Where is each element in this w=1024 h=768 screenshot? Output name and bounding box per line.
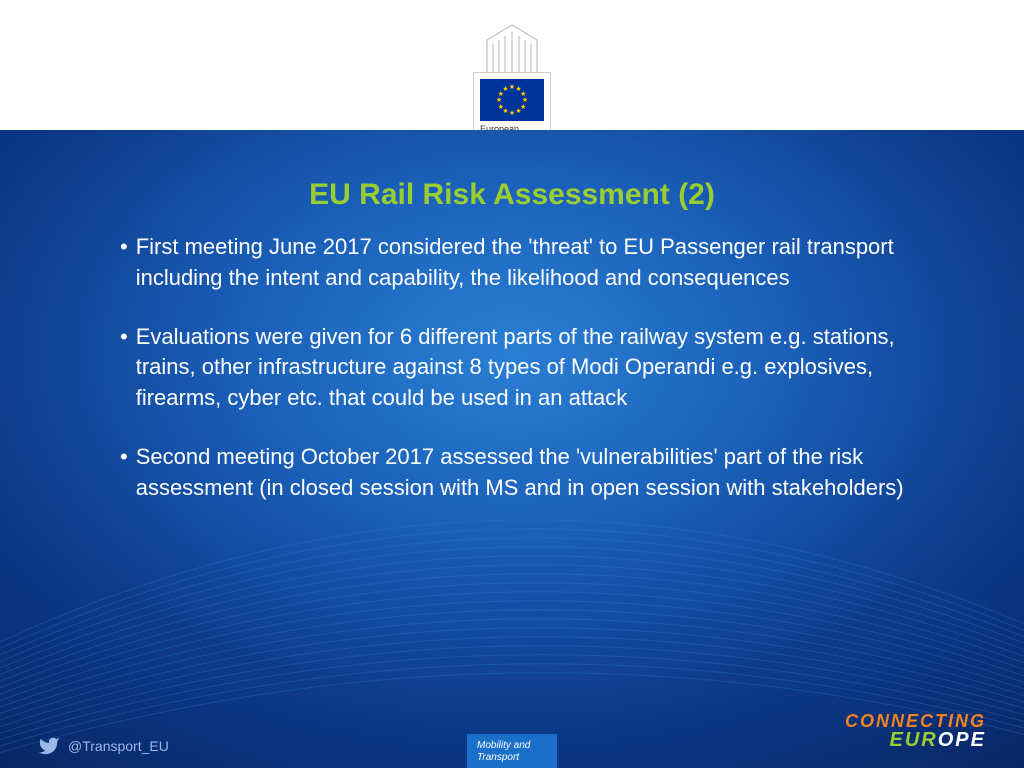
slide-body: EU Rail Risk Assessment (2) • First meet… (0, 130, 1024, 768)
bullet-item: • First meeting June 2017 considered the… (120, 232, 914, 294)
bullet-text: First meeting June 2017 considered the '… (136, 232, 914, 294)
twitter-handle: @Transport_EU (38, 735, 169, 757)
europe-word: EUROPE (845, 730, 986, 750)
bullet-marker: • (120, 442, 128, 504)
connecting-word: CONNECTING (845, 712, 986, 730)
building-icon (477, 20, 547, 80)
connecting-europe-logo: CONNECTING EUROPE (845, 712, 986, 750)
bullet-item: • Second meeting October 2017 assessed t… (120, 442, 914, 504)
twitter-icon (38, 735, 60, 757)
mobility-badge: Mobility and Transport (467, 734, 557, 768)
bullet-marker: • (120, 322, 128, 414)
footer: @Transport_EU Mobility and Transport CON… (0, 724, 1024, 768)
bullet-list: • First meeting June 2017 considered the… (0, 232, 1024, 504)
bullet-marker: • (120, 232, 128, 294)
slide-title: EU Rail Risk Assessment (2) (0, 130, 1024, 232)
twitter-text: @Transport_EU (68, 738, 169, 754)
header-white-area: ★★★★★★★★★★★★ European Commission (0, 0, 1024, 130)
eu-flag-icon: ★★★★★★★★★★★★ (480, 79, 544, 121)
bullet-item: • Evaluations were given for 6 different… (120, 322, 914, 414)
bullet-text: Evaluations were given for 6 different p… (136, 322, 914, 414)
bullet-text: Second meeting October 2017 assessed the… (136, 442, 914, 504)
